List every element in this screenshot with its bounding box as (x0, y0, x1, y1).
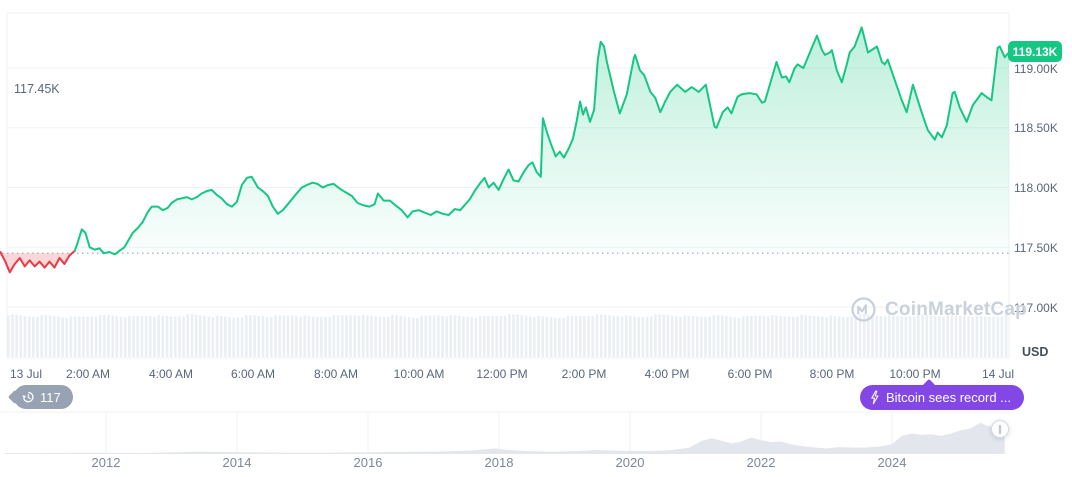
x-axis-tick-label: 2:00 AM (65, 367, 111, 381)
navigator-year-label: 2016 (353, 455, 383, 470)
x-axis-tick-label: 13 Jul (10, 367, 43, 381)
navigator-year-label: 2012 (91, 455, 121, 470)
news-annotation-badge[interactable]: Bitcoin sees record ... (860, 378, 1024, 410)
lightning-bolt-icon (871, 390, 879, 405)
navigator-year-label: 2020 (615, 455, 645, 470)
coinmarketcap-logo-icon (851, 297, 876, 322)
history-events-badge[interactable]: 117 (7, 385, 73, 409)
history-clock-icon (22, 391, 34, 403)
x-axis-tick-label: 10:00 AM (393, 367, 445, 381)
navigator-year-label: 2024 (877, 455, 907, 470)
x-axis-tick-label: 4:00 PM (644, 367, 690, 381)
x-axis-tick-label: 8:00 PM (809, 367, 855, 381)
x-axis-tick-label: 6:00 AM (230, 367, 276, 381)
current-price-badge: 119.13K (1008, 41, 1062, 62)
x-axis-tick-label: 4:00 AM (148, 367, 194, 381)
x-axis-tick-label: 14 Jul (981, 367, 1015, 381)
coinmarketcap-watermark: CoinMarketCap (850, 296, 1027, 323)
navigator-year-label: 2014 (222, 455, 252, 470)
watermark-text: CoinMarketCap (885, 298, 1027, 320)
currency-unit-label: USD (1022, 345, 1049, 359)
navigator-year-label: 2022 (746, 455, 776, 470)
y-axis-tick-label: 118.00K (1014, 181, 1058, 195)
news-annotation-label: Bitcoin sees record ... (886, 390, 1011, 405)
navigator-drag-handle[interactable]: ∥ (991, 420, 1009, 438)
x-axis-tick-label: 12:00 PM (476, 367, 528, 381)
previous-close-label: 117.45K (14, 82, 60, 96)
x-axis-tick-label: 8:00 AM (313, 367, 359, 381)
x-axis-tick-label: 2:00 PM (561, 367, 607, 381)
y-axis-tick-label: 117.50K (1014, 241, 1058, 255)
x-axis-tick-label: 10:00 PM (889, 367, 941, 381)
x-axis-tick-label: 6:00 PM (727, 367, 773, 381)
y-axis-tick-label: 119.00K (1014, 62, 1058, 76)
y-axis-tick-label: 118.50K (1014, 121, 1058, 135)
history-events-count: 117 (40, 389, 61, 405)
y-axis-tick-label: 117.00K (1014, 301, 1058, 315)
navigator-year-label: 2018 (484, 455, 514, 470)
